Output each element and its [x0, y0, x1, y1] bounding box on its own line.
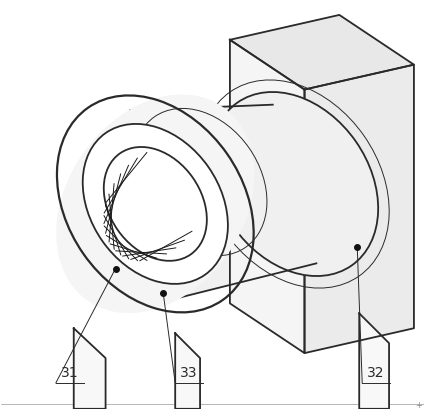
Text: 31: 31 — [61, 366, 79, 380]
Ellipse shape — [211, 92, 378, 276]
Text: 33: 33 — [180, 366, 198, 380]
Ellipse shape — [83, 124, 228, 284]
Text: +: + — [416, 401, 422, 410]
Polygon shape — [175, 333, 200, 409]
Ellipse shape — [104, 147, 207, 261]
Polygon shape — [230, 40, 304, 353]
Polygon shape — [57, 95, 254, 312]
Text: 32: 32 — [367, 366, 385, 380]
Polygon shape — [74, 328, 105, 409]
Polygon shape — [230, 15, 414, 90]
Polygon shape — [130, 92, 378, 297]
Polygon shape — [304, 65, 414, 353]
Polygon shape — [359, 313, 389, 409]
